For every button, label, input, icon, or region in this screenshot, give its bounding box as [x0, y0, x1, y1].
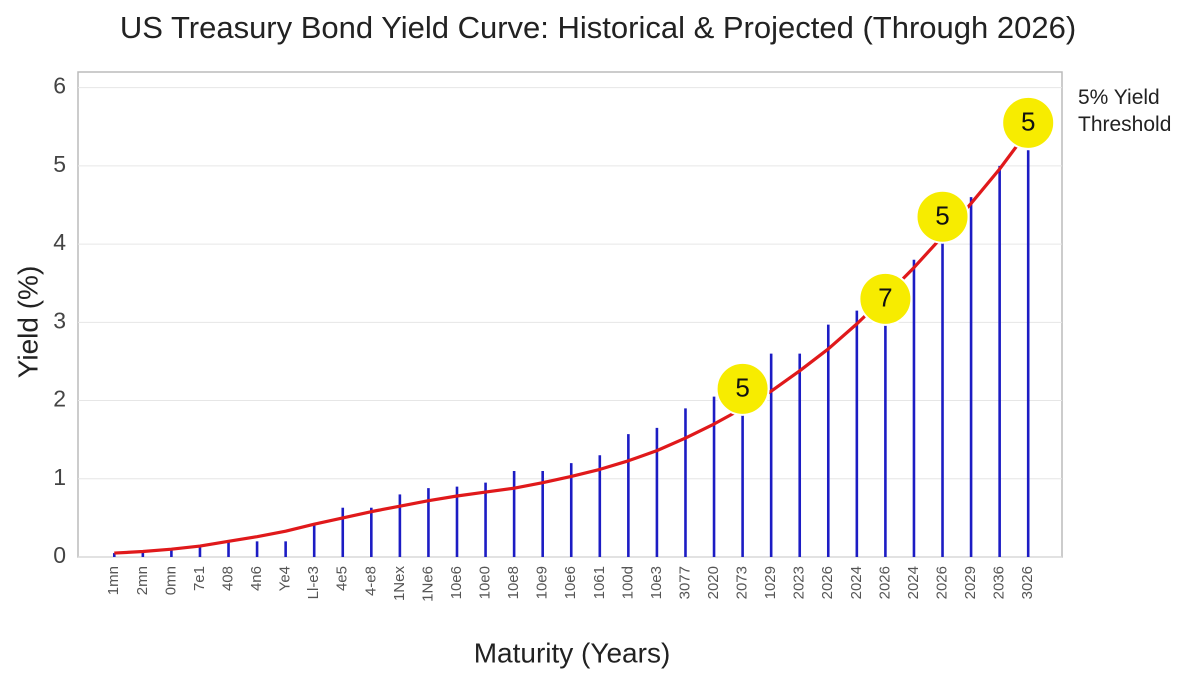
x-tick-label: 2036 [991, 566, 1008, 599]
x-tick-label: Ll-e3 [305, 566, 322, 599]
x-tick-label: 3026 [1019, 566, 1036, 599]
x-tick-label: 4e5 [334, 566, 351, 591]
x-tick-label: 0mn [162, 566, 179, 595]
chart-title: US Treasury Bond Yield Curve: Historical… [120, 10, 1076, 45]
x-tick-label: 2020 [705, 566, 722, 599]
x-tick-label: 100d [619, 566, 636, 599]
y-tick-label: 3 [53, 307, 66, 333]
y-axis-label: Yield (%) [12, 266, 43, 379]
x-tick-label: 4-e8 [362, 566, 379, 596]
x-tick-label: 1mn [105, 566, 122, 595]
y-tick-label: 4 [53, 229, 66, 255]
x-tick-label: 10e9 [534, 566, 551, 599]
x-tick-label: 1Ne6 [419, 566, 436, 602]
x-tick-label: 2024 [848, 566, 865, 599]
x-tick-label: 10e3 [648, 566, 665, 599]
annotation: 5% Yield Threshold [1078, 86, 1172, 136]
marker [715, 361, 770, 416]
y-tick-label: 1 [53, 464, 66, 490]
x-tick-label: 4n6 [248, 566, 265, 591]
x-tick-label: 2026 [819, 566, 836, 599]
x-tick-label: 2mn [134, 566, 151, 595]
x-tick-label: 10e8 [505, 566, 522, 599]
x-tick-label: 2073 [734, 566, 751, 599]
y-tick-label: 0 [53, 542, 66, 568]
y-tick-label: 5 [53, 151, 66, 177]
x-tick-label: 2024 [905, 566, 922, 599]
x-axis-label: Maturity (Years) [474, 637, 671, 668]
marker [858, 271, 913, 326]
x-tick-label: 10e6 [448, 566, 465, 599]
x-tick-label: 1061 [591, 566, 608, 599]
marker [915, 189, 970, 244]
y-tick-label: 2 [53, 386, 66, 412]
x-tick-label: 2023 [791, 566, 808, 599]
x-tick-label: 7e1 [191, 566, 208, 591]
x-tick-label: 2026 [876, 566, 893, 599]
x-tick-label: 3077 [676, 566, 693, 599]
y-tick-label: 6 [53, 73, 66, 99]
x-tick-label: Ye4 [277, 566, 294, 591]
x-tick-label: 408 [219, 566, 236, 591]
x-tick-label: 1029 [762, 566, 779, 599]
x-tick-label: 2026 [933, 566, 950, 599]
marker-label: 7 [878, 283, 892, 313]
x-tick-label: 2029 [962, 566, 979, 599]
marker [1001, 95, 1056, 150]
x-tick-label: 10e6 [562, 566, 579, 599]
marker-label: 5 [935, 201, 949, 231]
marker-label: 5 [735, 373, 749, 403]
x-tick-label: 10e0 [477, 566, 494, 599]
x-tick-label: 1Nex [391, 566, 408, 602]
marker-label: 5 [1021, 107, 1035, 137]
